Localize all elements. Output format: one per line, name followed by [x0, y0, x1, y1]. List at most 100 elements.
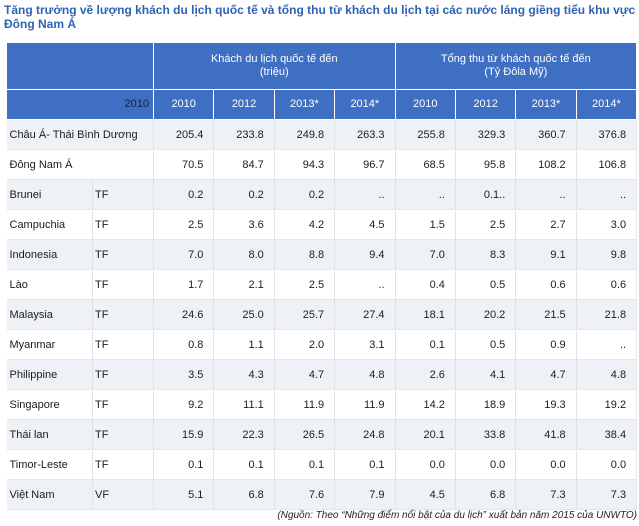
- receipts-cell: 4.7: [515, 359, 577, 390]
- receipts-cell: 20.2: [455, 299, 517, 330]
- table-row: Myanmar TF 0.8 1.1 2.0 3.1 0.1 0.5 0.9 .…: [6, 329, 638, 360]
- arrivals-cell: 4.8: [334, 359, 396, 390]
- receipts-cell: 360.7: [515, 119, 577, 150]
- receipts-cell: 4.5: [395, 479, 456, 510]
- arrivals-cell: 0.1: [334, 449, 396, 480]
- row-code: TF: [92, 269, 154, 300]
- row-code: TF: [92, 359, 154, 390]
- arrivals-cell: 0.2: [213, 179, 275, 210]
- receipts-cell: 0.0: [515, 449, 577, 480]
- row-code: TF: [92, 389, 154, 420]
- row-code: TF: [92, 449, 154, 480]
- receipts-cell: 0.1..: [455, 179, 517, 210]
- receipts-cell: 2.6: [395, 359, 456, 390]
- row-code: TF: [92, 239, 154, 270]
- receipts-cell: 376.8: [576, 119, 638, 150]
- arrivals-cell: 0.1: [153, 449, 215, 480]
- table-body: Châu Á- Thái Bình Dương 205.4 233.8 249.…: [6, 119, 638, 510]
- receipts-cell: 8.3: [455, 239, 517, 270]
- row-code: TF: [92, 179, 154, 210]
- arrivals-cell: 4.3: [213, 359, 275, 390]
- arrivals-cell: 70.5: [153, 149, 215, 180]
- table-row: Philippine TF 3.5 4.3 4.7 4.8 2.6 4.1 4.…: [6, 359, 638, 390]
- arrivals-cell: 8.8: [274, 239, 336, 270]
- table-row: Singapore TF 9.2 11.1 11.9 11.9 14.2 18.…: [6, 389, 638, 420]
- arrivals-cell: 84.7: [213, 149, 275, 180]
- arrivals-cell: ..: [334, 179, 396, 210]
- receipts-cell: ..: [515, 179, 577, 210]
- row-name: Malaysia: [6, 299, 93, 330]
- table-row: Malaysia TF 24.6 25.0 25.7 27.4 18.1 20.…: [6, 299, 638, 330]
- header-group-receipts-unit: (Tỷ Đôla Mỹ): [484, 66, 548, 78]
- header-corner: [6, 42, 154, 90]
- table-row: Timor-Leste TF 0.1 0.1 0.1 0.1 0.0 0.0 0…: [6, 449, 638, 480]
- header-row-years: 2010 2010 2012 2013* 2014* 2010 2012 201…: [6, 89, 638, 120]
- table-row: Đông Nam Á 70.5 84.7 94.3 96.7 68.5 95.8…: [6, 149, 638, 180]
- header-base-year: 2010: [6, 89, 154, 120]
- header-year-arrivals: 2014*: [334, 89, 396, 120]
- arrivals-cell: 22.3: [213, 419, 275, 450]
- receipts-cell: 4.8: [576, 359, 638, 390]
- receipts-cell: 18.1: [395, 299, 456, 330]
- row-name: Brunei: [6, 179, 93, 210]
- row-name: Timor-Leste: [6, 449, 93, 480]
- header-year-receipts: 2010: [394, 89, 456, 120]
- header-year-receipts: 2013*: [515, 89, 577, 120]
- arrivals-cell: 4.2: [274, 209, 336, 240]
- row-code: TF: [92, 419, 154, 450]
- receipts-cell: 38.4: [576, 419, 638, 450]
- arrivals-cell: 24.6: [153, 299, 215, 330]
- row-name: Việt Nam: [6, 479, 93, 510]
- receipts-cell: 41.8: [515, 419, 577, 450]
- receipts-cell: 4.1: [455, 359, 517, 390]
- receipts-cell: 20.1: [395, 419, 456, 450]
- receipts-cell: 95.8: [455, 149, 517, 180]
- receipts-cell: 9.8: [576, 239, 638, 270]
- arrivals-cell: 24.8: [334, 419, 396, 450]
- receipts-cell: 0.5: [455, 329, 517, 360]
- header-group-receipts-label: Tổng thu từ khách quốc tế đến: [440, 53, 591, 65]
- receipts-cell: 106.8: [576, 149, 638, 180]
- arrivals-cell: 0.8: [153, 329, 215, 360]
- row-code: TF: [92, 209, 154, 240]
- row-name: Singapore: [6, 389, 93, 420]
- row-name: Campuchia: [6, 209, 93, 240]
- arrivals-cell: 6.8: [213, 479, 275, 510]
- arrivals-cell: 27.4: [334, 299, 396, 330]
- arrivals-cell: 9.2: [153, 389, 215, 420]
- receipts-cell: 0.6: [576, 269, 638, 300]
- arrivals-cell: 11.9: [334, 389, 396, 420]
- arrivals-cell: 8.0: [213, 239, 275, 270]
- receipts-cell: 0.5: [455, 269, 517, 300]
- arrivals-cell: 2.0: [274, 329, 336, 360]
- arrivals-cell: 0.2: [153, 179, 215, 210]
- row-name: Châu Á- Thái Bình Dương: [6, 119, 154, 150]
- receipts-cell: 7.3: [515, 479, 577, 510]
- arrivals-cell: 7.6: [274, 479, 336, 510]
- receipts-cell: 108.2: [515, 149, 577, 180]
- table-row: Brunei TF 0.2 0.2 0.2 .. .. 0.1.. .. ..: [6, 179, 638, 210]
- arrivals-cell: 2.5: [153, 209, 215, 240]
- arrivals-cell: 26.5: [274, 419, 336, 450]
- receipts-cell: 2.5: [455, 209, 517, 240]
- row-name: Thái lan: [6, 419, 93, 450]
- row-code: TF: [92, 329, 154, 360]
- header-row-groups: Khách du lịch quốc tế đến (triệu) Tổng t…: [6, 42, 638, 90]
- arrivals-cell: 4.7: [274, 359, 336, 390]
- header-group-receipts: Tổng thu từ khách quốc tế đến (Tỷ Đôla M…: [394, 42, 638, 90]
- arrivals-cell: 249.8: [274, 119, 336, 150]
- receipts-cell: 0.0: [576, 449, 638, 480]
- arrivals-cell: 0.1: [274, 449, 336, 480]
- table-row: Indonesia TF 7.0 8.0 8.8 9.4 7.0 8.3 9.1…: [6, 239, 638, 270]
- row-name: Đông Nam Á: [6, 149, 154, 180]
- row-name: Indonesia: [6, 239, 93, 270]
- receipts-cell: ..: [395, 179, 456, 210]
- receipts-cell: 3.0: [576, 209, 638, 240]
- arrivals-cell: 3.6: [213, 209, 275, 240]
- header-group-arrivals-unit: (triệu): [259, 66, 289, 78]
- row-code: VF: [92, 479, 154, 510]
- receipts-cell: ..: [576, 329, 638, 360]
- arrivals-cell: 2.1: [213, 269, 275, 300]
- receipts-cell: 2.7: [515, 209, 577, 240]
- arrivals-cell: 2.5: [274, 269, 336, 300]
